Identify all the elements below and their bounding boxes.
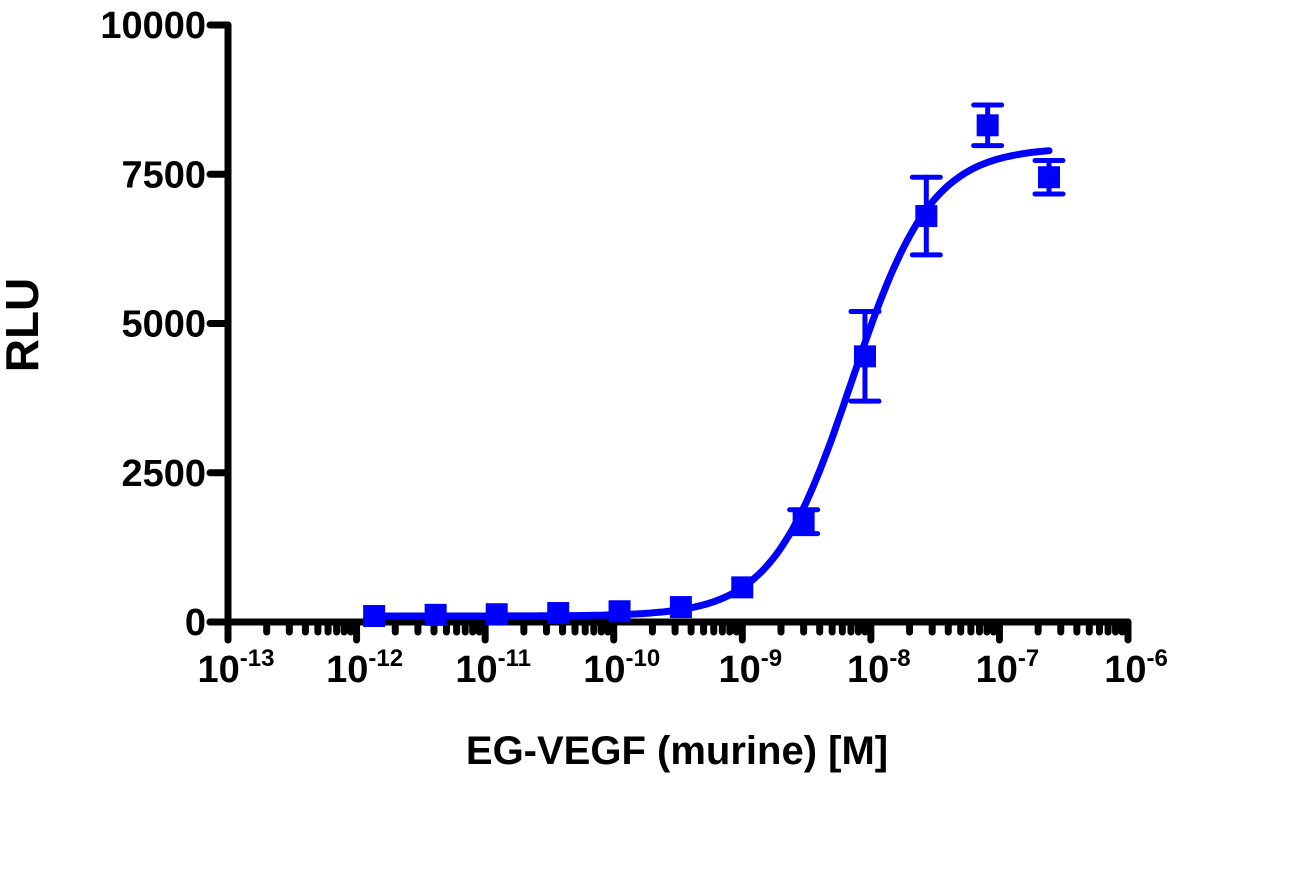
data-point	[608, 600, 631, 623]
y-tick-label: 7500	[121, 154, 206, 196]
x-tick-label: 10-13	[198, 645, 275, 691]
y-tick-label: 2500	[121, 453, 206, 495]
y-tick-label: 10000	[100, 5, 206, 47]
square-marker	[915, 205, 938, 228]
data-point	[909, 174, 943, 258]
x-tick-label: 10-11	[455, 645, 531, 691]
y-tick-label: 5000	[121, 304, 206, 346]
y-axis-label: RLU	[0, 278, 48, 373]
square-marker	[608, 600, 631, 623]
data-points	[363, 102, 1066, 628]
square-marker	[547, 602, 570, 625]
square-marker	[669, 596, 692, 619]
y-tick-label: 0	[185, 602, 206, 644]
square-marker	[976, 114, 999, 137]
x-tick-label: 10-8	[847, 645, 911, 691]
ticks: 0 2500 5000 7500 10000 10-13 10-12 10-11 10-10 10…	[100, 5, 1167, 691]
x-tick-label: 10-12	[326, 645, 403, 691]
data-point	[731, 576, 754, 599]
x-tick-label: 10-6	[1104, 645, 1168, 691]
data-point	[971, 102, 1005, 149]
data-point	[424, 603, 447, 626]
data-point	[363, 605, 386, 628]
square-marker	[424, 603, 447, 626]
data-point	[787, 507, 821, 537]
square-marker	[363, 605, 386, 628]
fit-curve-group	[370, 147, 1053, 620]
square-marker	[485, 603, 508, 626]
x-tick-label: 10-7	[976, 645, 1040, 691]
square-marker	[792, 510, 815, 533]
fit-curve	[370, 147, 1053, 620]
square-marker	[853, 345, 876, 368]
square-marker	[1038, 166, 1061, 189]
data-point	[1032, 158, 1066, 197]
data-point	[547, 602, 570, 625]
data-point	[485, 603, 508, 626]
x-tick-label: 10-9	[718, 645, 782, 691]
x-axis-label: EG-VEGF (murine) [M]	[466, 729, 888, 773]
square-marker	[731, 576, 754, 599]
data-point	[669, 596, 692, 619]
data-point	[848, 309, 882, 404]
x-tick-label: 10-10	[583, 645, 660, 691]
